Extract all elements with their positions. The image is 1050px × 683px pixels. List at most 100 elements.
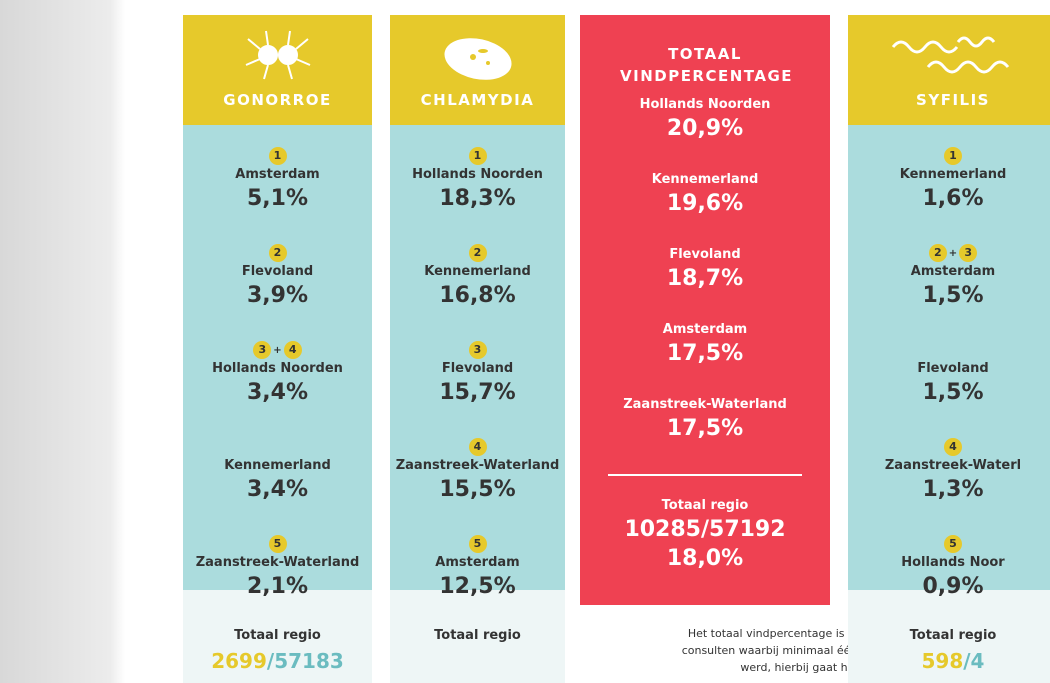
region-name: Hollands Noor	[901, 555, 1005, 570]
region-name: Amsterdam	[662, 322, 748, 337]
rank-badges: 5	[848, 533, 1050, 555]
entry: 5 Amsterdam 12,5%	[390, 533, 565, 630]
percentage: 18,3%	[439, 186, 516, 211]
rank-badge: 2	[468, 244, 487, 262]
percentage: 17,5%	[666, 416, 744, 441]
percentage: 3,4%	[246, 380, 308, 405]
total-part: /57183	[266, 649, 344, 673]
column: CHLAMYDIA 1 Hollands Noorden 18,3% 2 Kennemer…	[390, 15, 565, 683]
percentage: 1,3%	[922, 477, 984, 502]
region-name: Amsterdam	[235, 167, 320, 182]
entry: 2 +3 Amsterdam 1,5%	[848, 242, 1050, 339]
region-name: Zaanstreek-Waterland	[395, 458, 560, 473]
region-name: Hollands Noorden	[639, 97, 771, 112]
entry: 1 Amsterdam 5,1%	[183, 145, 372, 242]
total-label: Totaal regio	[434, 628, 521, 643]
ranking: 1 Kennemerland 1,6% 2 +3 Amsterdam 1,5% Flevola…	[848, 125, 1050, 599]
region-name: Kennemerland	[899, 167, 1007, 182]
percentage: 12,5%	[439, 574, 516, 599]
percentage: 17,5%	[666, 341, 744, 366]
rank-badges: 2 +3	[848, 242, 1050, 264]
total-label: Totaal regio	[909, 628, 997, 643]
column-header: CHLAMYDIA	[390, 15, 565, 125]
region-name: Amsterdam	[910, 264, 996, 279]
total-value: 10285/57192	[624, 517, 786, 542]
separator	[608, 474, 802, 476]
rank-badge: 3	[468, 341, 487, 359]
rank-badges: 1	[183, 145, 372, 167]
region-name: Zaanstreek-Waterl	[884, 458, 1022, 473]
entry: 2 Flevoland 3,9%	[183, 242, 372, 339]
rank-badges: 3	[390, 339, 565, 361]
percentage: 15,5%	[439, 477, 516, 502]
total-value: 598/4	[848, 649, 1050, 673]
column-title: GONORROE	[223, 91, 332, 109]
percentage: 1,5%	[922, 380, 984, 405]
total: Totaal regio	[390, 590, 565, 683]
column-header: SYFILIS	[848, 15, 1050, 125]
rank-badges: 1	[848, 145, 1050, 167]
rank-badge: 5	[944, 535, 962, 553]
rank-badge: 4	[468, 438, 487, 456]
rank-badges	[848, 339, 1050, 361]
region-name: Flevoland	[441, 361, 514, 376]
column-title: TOTAAL VINDPERCENTAGE	[620, 45, 794, 85]
total-part: /4	[963, 649, 985, 673]
entry: Zaanstreek-Waterland 17,5%	[580, 397, 830, 472]
rank-badge: 2	[928, 244, 947, 262]
rank-badges: 3 +4	[183, 339, 372, 361]
rank-badges: 4	[848, 436, 1050, 458]
total-label: Totaal regio	[661, 498, 749, 513]
entry: Kennemerland 3,4%	[183, 436, 372, 533]
total-label: Totaal regio	[234, 628, 321, 643]
entry: 2 Kennemerland 16,8%	[390, 242, 565, 339]
entry: 1 Hollands Noorden 18,3%	[390, 145, 565, 242]
column: SYFILIS 1 Kennemerland 1,6% 2 +3 Amsterdam 1,5%…	[848, 15, 1050, 683]
percentage: 1,5%	[922, 283, 984, 308]
rank-badge: 1	[468, 147, 487, 165]
entry: 1 Kennemerland 1,6%	[848, 145, 1050, 242]
rank-badge: 3	[253, 341, 272, 359]
entry: 5 Zaanstreek-Waterland 2,1%	[183, 533, 372, 630]
column: TOTAAL VINDPERCENTAGE Hollands Noorden 20,…	[580, 15, 830, 605]
ranking: 1 Hollands Noorden 18,3% 2 Kennemerland 16,8%…	[390, 125, 565, 599]
region-name: Amsterdam	[435, 555, 520, 570]
percentage: 15,7%	[439, 380, 516, 405]
column-title: CHLAMYDIA	[420, 91, 535, 109]
region-name: Zaanstreek-Waterland	[623, 397, 787, 412]
total: Totaal regio 2699/57183	[183, 590, 372, 683]
entry: 4 Zaanstreek-Waterland 15,5%	[390, 436, 565, 533]
percentage: 19,6%	[666, 191, 744, 216]
region-name: Flevoland	[241, 264, 314, 279]
rank-badges: 1	[390, 145, 565, 167]
percentage: 16,8%	[439, 283, 516, 308]
percentage: 18,7%	[666, 266, 744, 291]
entry: Amsterdam 17,5%	[580, 322, 830, 397]
region-name: Kennemerland	[424, 264, 531, 279]
rank-badges: 4	[390, 436, 565, 458]
percentage: 3,4%	[246, 477, 308, 502]
total-part: 2699	[211, 649, 267, 673]
region-name: Flevoland	[669, 247, 741, 262]
percentage: 1,6%	[922, 186, 984, 211]
percentage: 20,9%	[666, 116, 744, 141]
rank-badge: 5	[268, 535, 287, 553]
ranking: 1 Amsterdam 5,1% 2 Flevoland 3,9% 3 +4 Hollands …	[183, 125, 372, 599]
rank-badges: 5	[390, 533, 565, 555]
region-name: Kennemerland	[651, 172, 759, 187]
rank-badge: 3	[959, 244, 978, 262]
rank-badge: 4	[944, 438, 962, 456]
rank-badges	[183, 436, 372, 458]
percentage: 2,1%	[246, 574, 308, 599]
region-name: Hollands Noorden	[412, 167, 543, 182]
entry: Kennemerland 19,6%	[580, 172, 830, 247]
entry: Flevoland 1,5%	[848, 339, 1050, 436]
total-value: 18,0%	[666, 546, 744, 571]
entry: 3 Flevoland 15,7%	[390, 339, 565, 436]
column: GONORROE 1 Amsterdam 5,1% 2 Flevoland 3,9% 3 +4 H…	[183, 15, 372, 683]
plus: +	[273, 344, 282, 356]
column-header: GONORROE	[183, 15, 372, 125]
rank-badges: 2	[183, 242, 372, 264]
rank-badges: 2	[390, 242, 565, 264]
